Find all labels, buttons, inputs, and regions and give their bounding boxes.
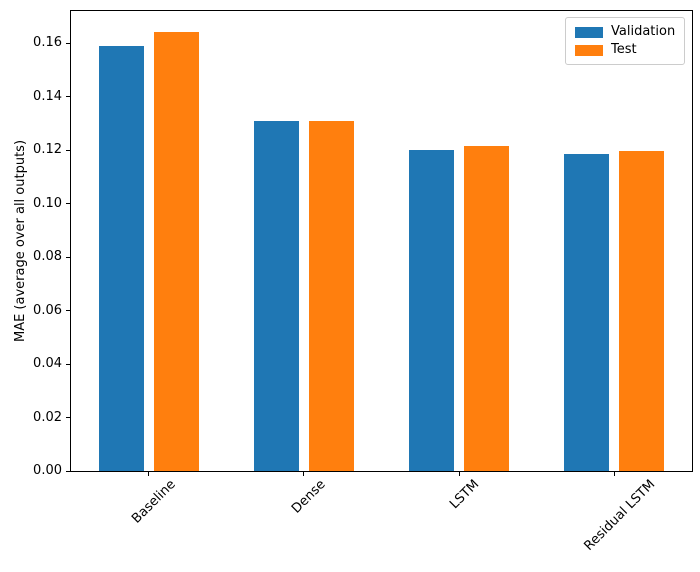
bar-test-lstm bbox=[464, 145, 510, 471]
y-tick-label: 0.00 bbox=[33, 463, 62, 478]
y-tick-mark bbox=[66, 363, 70, 365]
x-tick-label: Dense bbox=[289, 477, 329, 517]
y-tick-label: 0.08 bbox=[33, 249, 62, 265]
y-tick-mark bbox=[66, 96, 70, 98]
x-tick-label: Residual LSTM bbox=[581, 477, 659, 554]
legend-label-test: Test bbox=[611, 42, 637, 57]
x-tick-mark bbox=[458, 472, 460, 476]
legend-swatch-test bbox=[575, 44, 603, 56]
y-tick-mark bbox=[66, 470, 70, 472]
y-tick-label: 0.02 bbox=[33, 409, 62, 425]
y-tick-label: 0.04 bbox=[33, 356, 62, 372]
y-tick-label: 0.12 bbox=[33, 142, 62, 158]
x-tick-mark bbox=[148, 472, 150, 476]
y-tick-mark bbox=[66, 149, 70, 151]
y-tick-mark bbox=[66, 310, 70, 312]
y-tick-label: 0.06 bbox=[33, 302, 62, 318]
bar-test-dense bbox=[308, 121, 354, 471]
y-axis-label: MAE (average over all outputs) bbox=[13, 139, 28, 343]
bar-validation-residual-lstm bbox=[564, 154, 610, 471]
y-tick-label: 0.14 bbox=[33, 88, 62, 104]
y-tick-mark bbox=[66, 417, 70, 418]
legend-item-test: Test bbox=[575, 41, 675, 59]
legend-label-validation: Validation bbox=[611, 24, 676, 39]
legend: Validation Test bbox=[565, 17, 686, 65]
bar-test-baseline bbox=[153, 32, 199, 471]
bar-validation-dense bbox=[253, 120, 299, 471]
y-tick-mark bbox=[66, 203, 70, 205]
y-tick-label: 0.10 bbox=[33, 195, 62, 211]
x-tick-label: LSTM bbox=[447, 477, 483, 513]
x-tick-mark bbox=[303, 472, 305, 476]
y-tick-mark bbox=[66, 256, 70, 258]
bar-validation-lstm bbox=[409, 149, 455, 471]
x-tick-mark bbox=[613, 472, 615, 476]
legend-swatch-validation bbox=[575, 26, 603, 38]
legend-item-validation: Validation bbox=[575, 23, 675, 41]
y-tick-label: 0.16 bbox=[33, 35, 62, 51]
x-tick-label: Baseline bbox=[129, 477, 179, 527]
y-tick-mark bbox=[66, 42, 70, 44]
bar-validation-baseline bbox=[98, 45, 144, 471]
bar-test-residual-lstm bbox=[619, 151, 665, 471]
